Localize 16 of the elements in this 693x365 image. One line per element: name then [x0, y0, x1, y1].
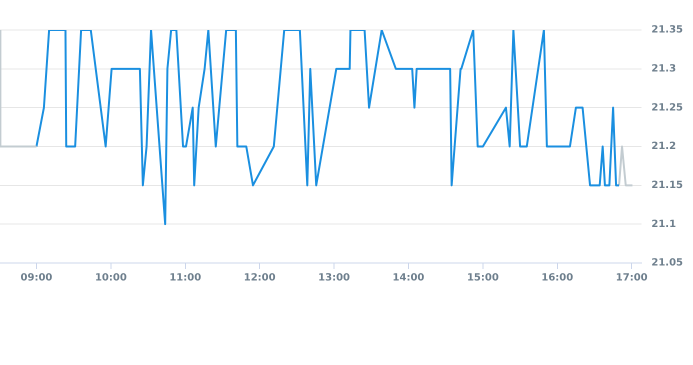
x-tick-label: 12:00 — [244, 272, 276, 284]
y-tick-label: 21.25 — [651, 102, 684, 114]
y-tick-label: 21.35 — [651, 24, 684, 36]
y-tick-label: 21.1 — [651, 218, 676, 230]
x-tick-label: 15:00 — [466, 272, 499, 284]
x-tick-label: 10:00 — [94, 272, 127, 284]
x-tick-label: 17:00 — [616, 272, 648, 284]
x-tick-label: 16:00 — [541, 272, 574, 284]
x-tick-label: 14:00 — [392, 272, 424, 284]
y-tick-label: 21.05 — [651, 258, 684, 269]
y-tick-label: 21.2 — [651, 141, 676, 152]
y-tick-label: 21.15 — [651, 180, 684, 191]
y-tick-label: 21.3 — [651, 63, 676, 74]
x-tick-label: 09:00 — [20, 272, 52, 284]
x-tick-label: 13:00 — [318, 272, 350, 284]
x-tick-label: 11:00 — [169, 272, 202, 284]
